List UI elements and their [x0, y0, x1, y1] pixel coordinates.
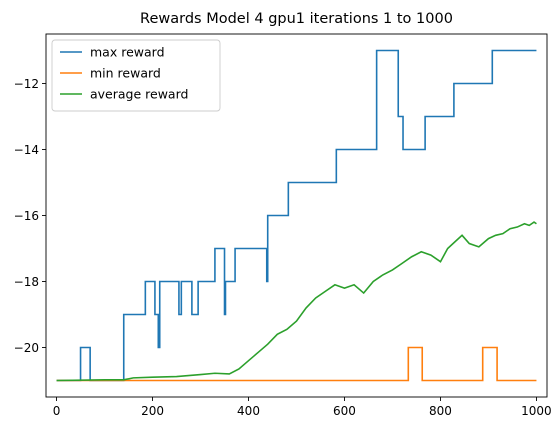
x-tick-label: 0	[53, 404, 61, 418]
x-axis: 0 200 400 600 800 1000	[53, 397, 552, 418]
legend-label-average-reward: average reward	[90, 87, 188, 102]
y-axis: −20 −18 −16 −14 −12	[14, 77, 46, 355]
y-tick-label: −12	[14, 77, 39, 91]
x-tick-label: 400	[237, 404, 260, 418]
x-tick-label: 1000	[521, 404, 552, 418]
y-tick-label: −16	[14, 209, 39, 223]
series-line-min-reward	[56, 346, 537, 382]
chart-title: Rewards Model 4 gpu1 iterations 1 to 100…	[140, 11, 453, 27]
y-tick-label: −20	[14, 341, 39, 355]
y-tick-label: −18	[14, 275, 39, 289]
legend-label-min-reward: min reward	[90, 66, 161, 81]
x-tick-label: 600	[333, 404, 356, 418]
series-line-max-reward	[56, 49, 537, 382]
series-line-average-reward	[56, 221, 537, 382]
x-tick-label: 200	[141, 404, 164, 418]
legend-box	[51, 39, 221, 112]
legend: max reward min reward average reward	[51, 39, 221, 112]
x-tick-label: 800	[429, 404, 452, 418]
y-tick-label: −14	[14, 143, 39, 157]
legend-label-max-reward: max reward	[90, 45, 165, 60]
